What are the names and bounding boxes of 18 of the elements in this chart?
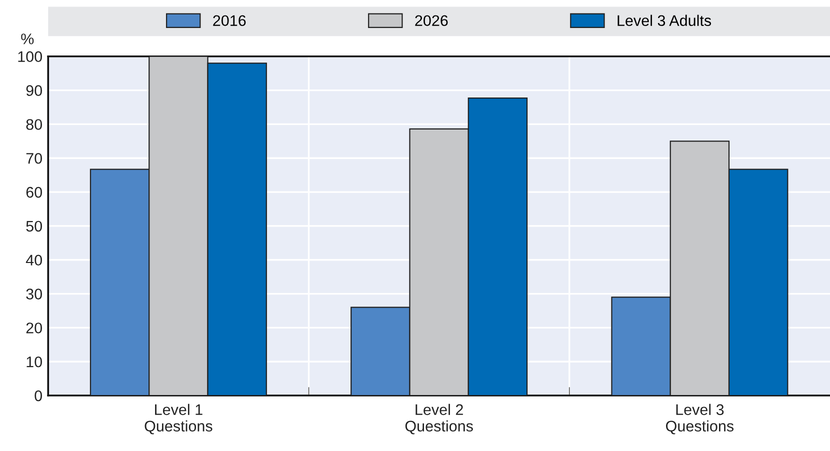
legend-label: Level 3 Adults	[618, 14, 712, 26]
y-tick-label: 10	[26, 356, 42, 368]
x-tick-label: Level 1 Questions	[144, 404, 212, 434]
y-tick-label: 100	[18, 51, 42, 62]
x-tick-label: Level 2 Questions	[405, 404, 473, 434]
y-tick-label: 70	[26, 152, 42, 164]
y-tick-label: 30	[26, 288, 42, 300]
legend-label: 2026	[415, 15, 448, 26]
y-tick-label: 50	[26, 220, 42, 232]
x-tick-label: Level 3 Questions	[666, 404, 734, 434]
y-tick-label: 40	[26, 254, 42, 266]
y-axis-title: %	[21, 34, 34, 44]
y-tick-label: 0	[34, 390, 42, 402]
legend-label: 2016	[213, 15, 246, 26]
y-tick-label: 80	[26, 119, 42, 130]
y-tick-label: 20	[26, 322, 42, 334]
y-tick-label: 60	[26, 186, 42, 198]
y-tick-label: 90	[26, 85, 42, 96]
